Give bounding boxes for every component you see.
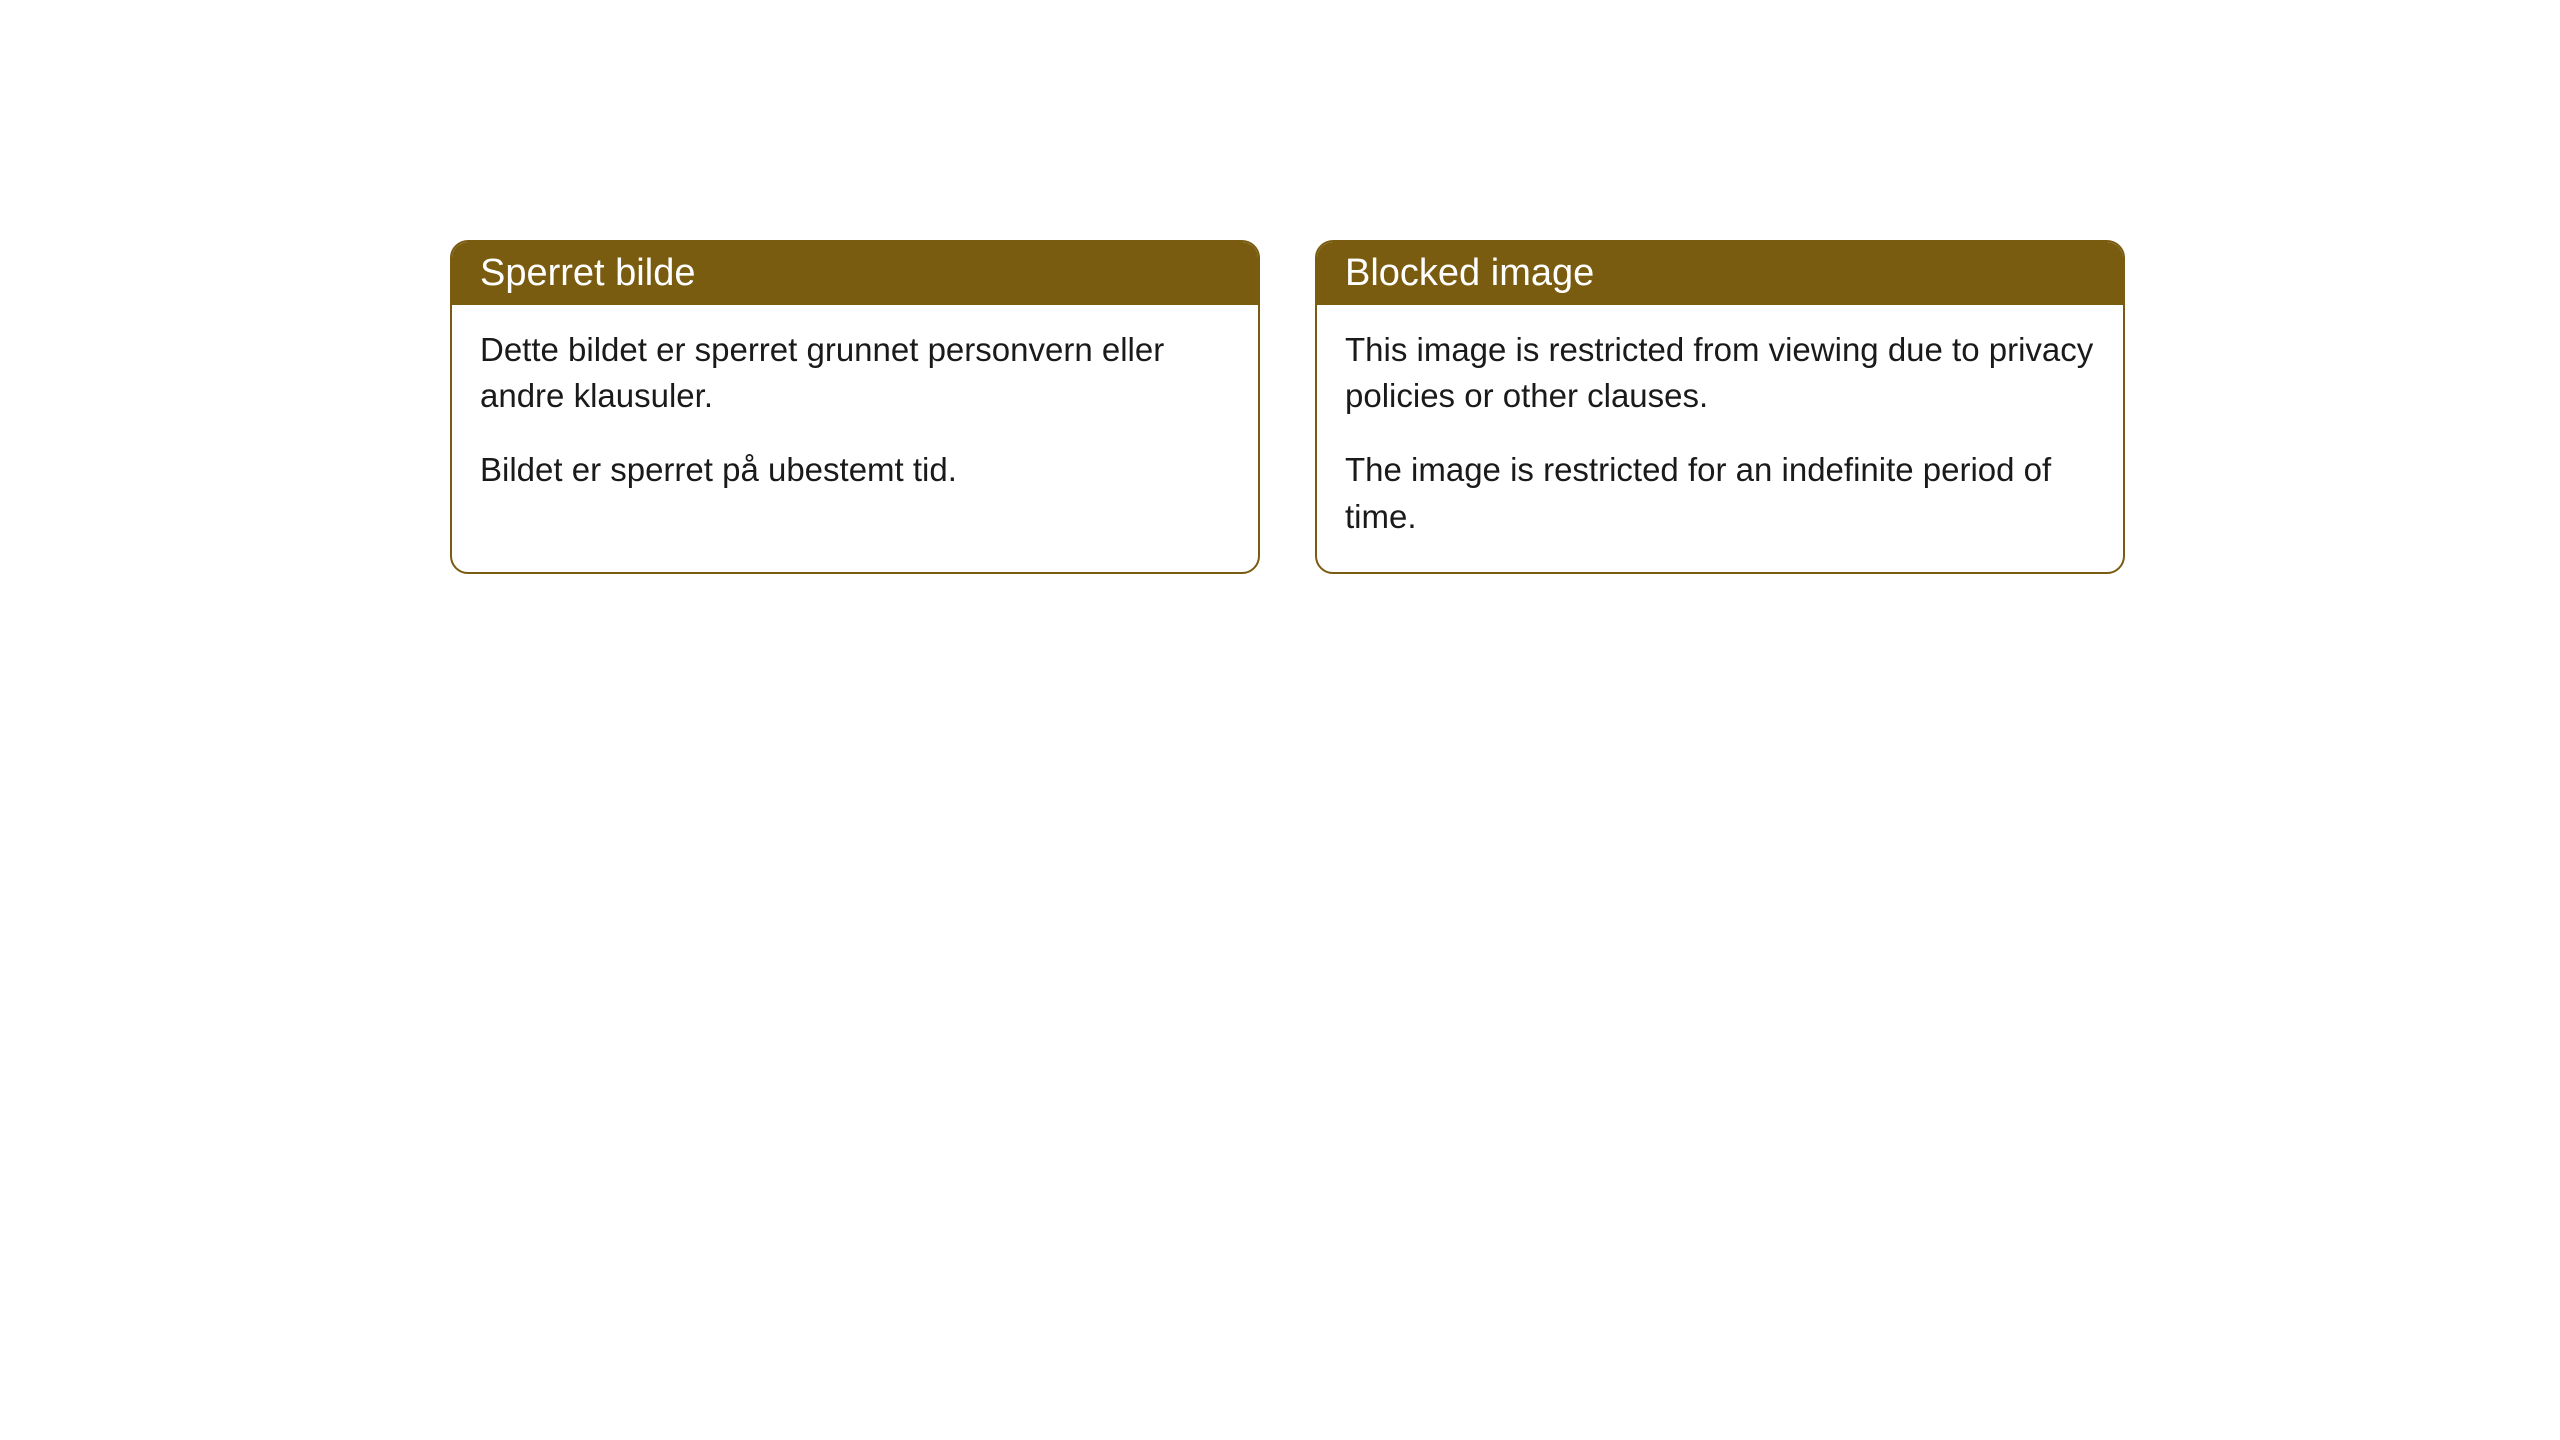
card-body: Dette bildet er sperret grunnet personve…: [452, 305, 1258, 526]
card-header: Sperret bilde: [452, 242, 1258, 305]
blocked-image-card-en: Blocked image This image is restricted f…: [1315, 240, 2125, 574]
blocked-image-card-no: Sperret bilde Dette bildet er sperret gr…: [450, 240, 1260, 574]
cards-container: Sperret bilde Dette bildet er sperret gr…: [0, 0, 2560, 574]
card-paragraph: Dette bildet er sperret grunnet personve…: [480, 327, 1230, 419]
card-paragraph: Bildet er sperret på ubestemt tid.: [480, 447, 1230, 493]
card-body: This image is restricted from viewing du…: [1317, 305, 2123, 572]
card-paragraph: This image is restricted from viewing du…: [1345, 327, 2095, 419]
card-paragraph: The image is restricted for an indefinit…: [1345, 447, 2095, 539]
card-header: Blocked image: [1317, 242, 2123, 305]
